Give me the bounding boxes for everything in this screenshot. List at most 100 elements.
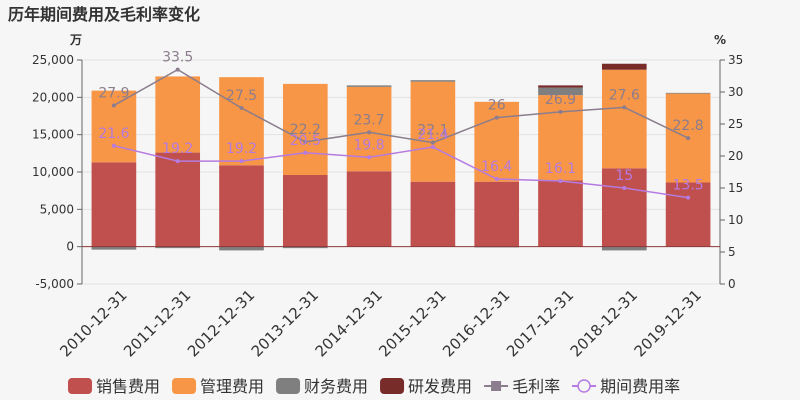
legend-label[interactable]: 毛利率 <box>512 377 560 396</box>
legend-label[interactable]: 期间费用率 <box>600 377 680 396</box>
right-tick-label: 20 <box>728 149 743 163</box>
left-tick-label: -5,000 <box>35 277 74 291</box>
data-point[interactable] <box>686 136 691 141</box>
legend[interactable]: 销售费用 管理费用 财务费用 研发费用 毛利率 期间费用率 <box>68 377 680 396</box>
data-point[interactable] <box>622 105 627 110</box>
bar-segment[interactable] <box>282 83 328 175</box>
data-point[interactable] <box>303 139 308 144</box>
data-point[interactable] <box>367 130 372 135</box>
data-point[interactable] <box>111 143 116 148</box>
legend-label[interactable]: 财务费用 <box>304 377 368 396</box>
data-point[interactable] <box>303 150 308 155</box>
data-point[interactable] <box>239 106 244 110</box>
bar-segment[interactable] <box>346 171 392 247</box>
bar-segment[interactable] <box>91 246 137 250</box>
data-point[interactable] <box>367 155 372 160</box>
left-tick-label: 5,000 <box>40 202 74 216</box>
data-label: 15 <box>615 168 633 184</box>
right-tick-label: 25 <box>728 117 743 131</box>
bar-segment[interactable] <box>155 152 201 247</box>
left-tick-label: 25,000 <box>32 53 74 67</box>
data-label: 19.8 <box>354 137 385 153</box>
bar-segment[interactable] <box>155 246 201 249</box>
data-label: 27.6 <box>609 87 640 103</box>
data-label: 27.9 <box>98 85 129 101</box>
x-tick-label: 2016-12-31 <box>439 286 513 360</box>
bar-segment[interactable] <box>601 69 647 169</box>
right-tick-label: 30 <box>728 85 743 99</box>
data-point[interactable] <box>175 67 180 72</box>
data-point[interactable] <box>175 159 180 164</box>
legend-swatch[interactable] <box>276 378 301 394</box>
bar-segment[interactable] <box>91 90 137 163</box>
bar-segment[interactable] <box>91 162 137 247</box>
data-point[interactable] <box>239 159 244 164</box>
data-point[interactable] <box>686 195 691 200</box>
legend-label[interactable]: 管理费用 <box>200 377 264 396</box>
data-point[interactable] <box>558 178 563 183</box>
x-tick-label: 2014-12-31 <box>312 286 386 360</box>
bar-segment[interactable] <box>282 246 328 249</box>
bar-segment[interactable] <box>155 76 201 153</box>
data-label: 22.1 <box>417 123 448 139</box>
right-tick-label: 35 <box>728 53 743 67</box>
bar-segment[interactable] <box>665 92 711 94</box>
bar-segment[interactable] <box>346 85 392 87</box>
left-tick-label: 10,000 <box>32 165 74 179</box>
series-line <box>113 68 689 144</box>
bar-segment[interactable] <box>219 165 264 247</box>
data-label: 16.4 <box>481 159 512 175</box>
x-tick-label: 2015-12-31 <box>375 286 449 360</box>
data-point[interactable] <box>622 186 627 190</box>
bar-segment[interactable] <box>538 95 583 181</box>
x-tick-label: 2012-12-31 <box>184 286 258 360</box>
data-point[interactable] <box>430 145 435 150</box>
label-layer: 27.9 33.5 27.5 22.2 23.7 22.1 26 26.9 27.6 22.8 21… <box>98 50 703 194</box>
bar-segment[interactable] <box>538 180 583 247</box>
bar-segment[interactable] <box>410 80 456 82</box>
data-label: 19.2 <box>162 141 193 157</box>
bar-segment[interactable] <box>474 101 520 182</box>
bar-segment[interactable] <box>219 77 264 166</box>
bar-segment[interactable] <box>219 246 264 251</box>
bar-layer <box>91 63 711 251</box>
data-point[interactable] <box>558 109 563 114</box>
bar-segment[interactable] <box>601 168 647 247</box>
data-label: 27.5 <box>226 88 257 104</box>
data-label: 26.9 <box>545 92 576 108</box>
bar-segment[interactable] <box>410 181 456 247</box>
legend-swatch[interactable] <box>172 378 197 394</box>
legend-swatch[interactable] <box>380 378 405 394</box>
bar-segment[interactable] <box>538 85 583 88</box>
data-point[interactable] <box>494 115 499 120</box>
data-point[interactable] <box>111 103 116 108</box>
bar-segment[interactable] <box>282 174 328 247</box>
legend-swatch[interactable] <box>68 378 92 394</box>
bar-segment[interactable] <box>601 63 647 70</box>
data-label: 21.4 <box>417 127 448 143</box>
left-tick-label: 20,000 <box>32 90 74 104</box>
data-label: 13.5 <box>673 178 704 194</box>
right-tick-label: 5 <box>728 245 736 259</box>
bar-segment[interactable] <box>538 87 583 96</box>
legend-label[interactable]: 研发费用 <box>408 377 472 396</box>
right-axis-unit: % <box>714 33 726 47</box>
bar-segment[interactable] <box>474 181 520 247</box>
chart-title: 历年期间费用及毛利率变化 <box>8 5 200 24</box>
series-line <box>113 145 689 199</box>
left-tick-label: 15,000 <box>32 128 74 142</box>
legend-marker[interactable] <box>491 381 502 391</box>
legend-label[interactable]: 销售费用 <box>96 377 160 396</box>
data-point[interactable] <box>494 177 499 182</box>
x-tick-label: 2018-12-31 <box>567 286 641 360</box>
bar-segment[interactable] <box>601 246 647 251</box>
data-point[interactable] <box>430 140 435 145</box>
x-tick-label: 2010-12-31 <box>56 286 130 360</box>
data-label: 22.8 <box>673 118 704 134</box>
legend-marker[interactable] <box>577 379 591 393</box>
bar-segment[interactable] <box>410 81 456 182</box>
right-tick-label: 0 <box>728 277 736 291</box>
bar-segment[interactable] <box>665 182 711 247</box>
